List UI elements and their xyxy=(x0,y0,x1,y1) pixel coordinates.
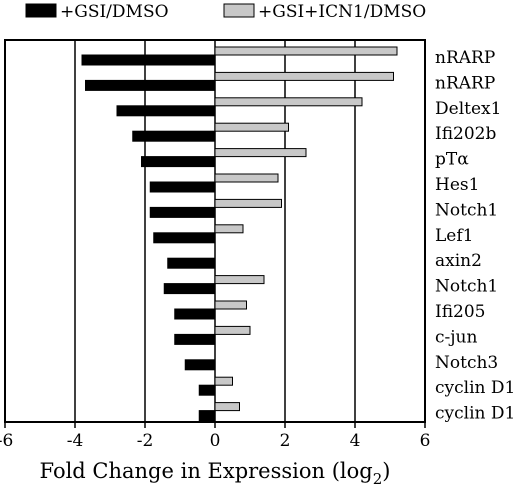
x-axis-title-subscript: 2 xyxy=(373,470,383,488)
gene-label: Deltex1 xyxy=(435,99,501,119)
bar-gsi-icn1-dmso xyxy=(214,300,247,310)
x-tick-label: 4 xyxy=(350,431,361,451)
bar-gsi-dmso xyxy=(85,79,216,91)
bar-gsi-dmso xyxy=(167,257,216,269)
legend-swatch xyxy=(25,3,57,18)
bar-gsi-dmso xyxy=(81,54,216,66)
x-tick-label: 0 xyxy=(210,431,221,451)
bar-gsi-dmso xyxy=(174,308,216,320)
x-axis: -6 -4 -2 0 2 4 6 xyxy=(0,422,430,451)
bar-gsi-icn1-dmso xyxy=(214,148,307,158)
bar-gsi-dmso xyxy=(141,156,216,168)
x-axis-title: Fold Change in Expression (log2) xyxy=(40,459,391,488)
bar-gsi-icn1-dmso xyxy=(214,376,233,386)
gene-label: axin2 xyxy=(435,251,482,271)
bar-gsi-icn1-dmso xyxy=(214,198,282,208)
bar-gsi-icn1-dmso xyxy=(214,173,279,183)
bar-gsi-dmso xyxy=(174,333,216,345)
bar-gsi-icn1-dmso xyxy=(214,325,251,335)
gene-label: Ifi205 xyxy=(435,302,486,322)
bar-gsi-icn1-dmso xyxy=(214,46,398,56)
gene-label: nRARP xyxy=(435,73,495,93)
bar-gsi-dmso xyxy=(163,283,216,295)
bar-gsi-dmso xyxy=(149,206,216,218)
legend-label: +GSI+ICN1/DMSO xyxy=(258,2,426,22)
x-tick-label: -2 xyxy=(137,431,154,451)
gene-label: Hes1 xyxy=(435,175,479,195)
bar-gsi-icn1-dmso xyxy=(214,224,244,234)
bar-gsi-dmso xyxy=(153,232,216,244)
bar-gsi-dmso xyxy=(132,130,216,142)
x-axis-title-close: ) xyxy=(382,459,390,483)
gene-labels: nRARP nRARP Deltex1 Ifi202b pTα Hes1 Notch1 Lef… xyxy=(435,48,515,424)
gene-label: cyclin D1 xyxy=(435,404,515,424)
x-tick-label: 2 xyxy=(280,431,291,451)
legend-swatch xyxy=(223,3,255,18)
bar-gsi-dmso xyxy=(184,359,216,371)
bar-gsi-dmso xyxy=(149,181,216,193)
gene-label: pTα xyxy=(435,150,469,170)
bar-gsi-dmso xyxy=(116,105,216,117)
bar-gsi-icn1-dmso xyxy=(214,97,363,107)
gene-label: Lef1 xyxy=(435,226,473,246)
bar-gsi-icn1-dmso xyxy=(214,122,289,132)
x-tick-label: -6 xyxy=(0,431,13,451)
bars xyxy=(81,46,398,422)
bar-gsi-icn1-dmso xyxy=(214,71,394,81)
gene-label: nRARP xyxy=(435,48,495,68)
gene-label: cyclin D1 xyxy=(435,378,515,398)
gene-label: c-jun xyxy=(435,327,477,347)
gene-label: Ifi202b xyxy=(435,124,497,144)
x-tick-label: 6 xyxy=(420,431,431,451)
bar-gsi-icn1-dmso xyxy=(214,275,265,285)
legend-label: +GSI/DMSO xyxy=(60,2,169,22)
gene-label: Notch3 xyxy=(435,353,498,373)
bar-gsi-icn1-dmso xyxy=(214,402,240,412)
gene-label: Notch1 xyxy=(435,277,498,297)
legend: +GSI/DMSO +GSI+ICN1/DMSO xyxy=(25,2,426,22)
bar-gsi-dmso xyxy=(198,410,216,422)
gene-label: Notch1 xyxy=(435,200,498,220)
x-tick-label: -4 xyxy=(67,431,84,451)
x-axis-title-main: Fold Change in Expression (log xyxy=(40,459,373,483)
bar-gsi-dmso xyxy=(198,384,216,396)
